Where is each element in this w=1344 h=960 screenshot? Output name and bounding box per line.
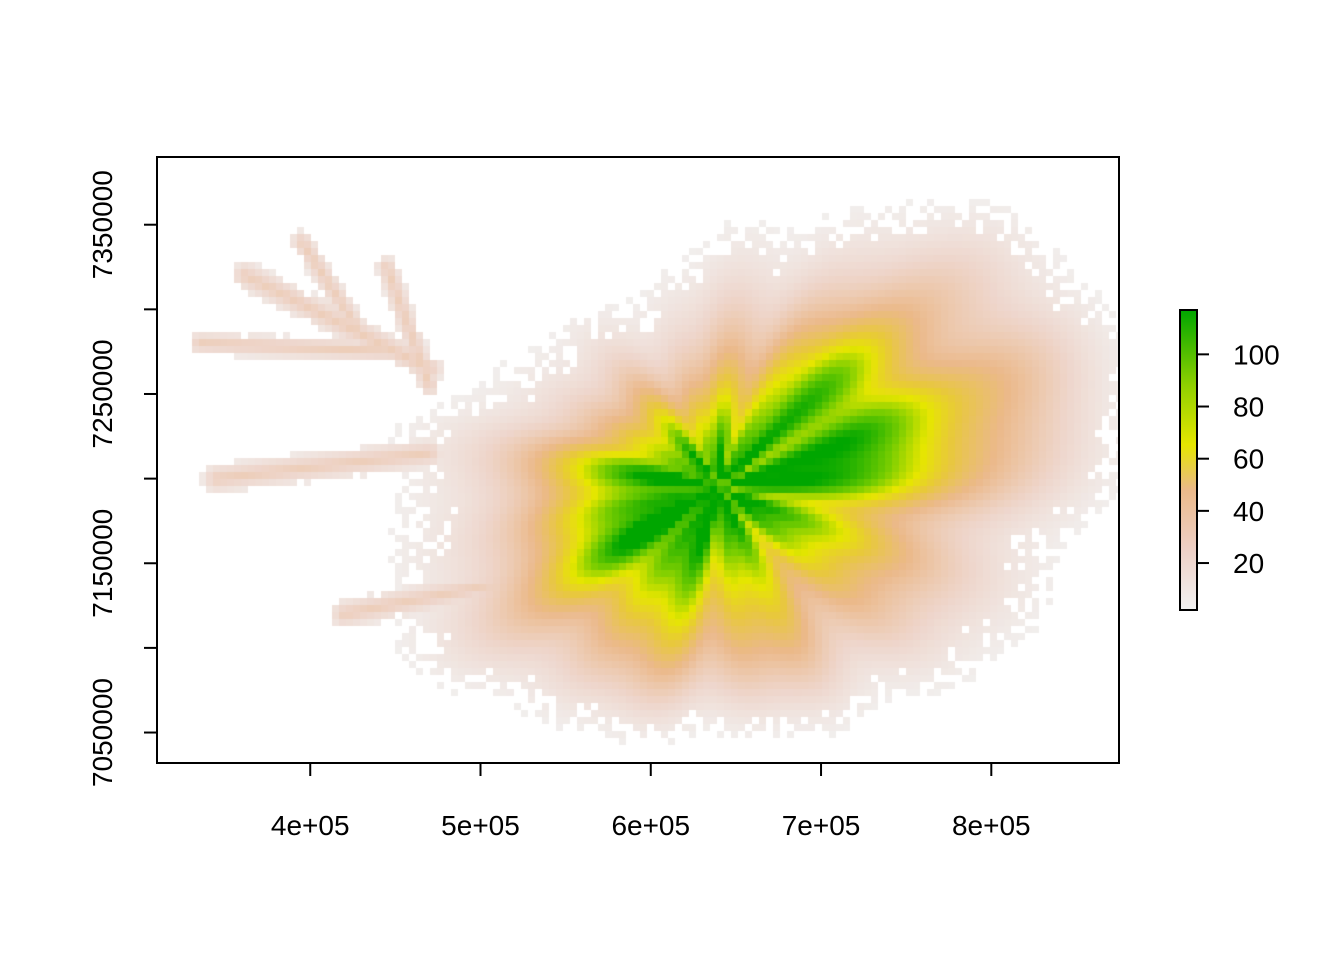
colorbar-ramp [1179,309,1198,611]
y-tick-label: 7150000 [87,509,118,618]
y-tick-label: 7050000 [87,678,118,787]
y-tick-label: 7350000 [87,170,118,279]
y-tick-label: 7250000 [87,339,118,448]
x-axis: 4e+05 5e+05 6e+05 7e+05 8e+05 [271,762,1031,841]
colorbar-tick-label: 60 [1233,444,1264,475]
colorbar-tick-label: 80 [1233,392,1264,423]
x-tick-label: 4e+05 [271,810,350,841]
colorbar-tick-label: 20 [1233,548,1264,579]
x-tick-label: 8e+05 [952,810,1031,841]
x-tick-label: 5e+05 [441,810,520,841]
colorbar-legend: 20 40 60 80 100 [1179,309,1280,611]
raster-layer [157,157,1119,763]
colorbar-tick-label: 100 [1233,339,1280,370]
x-tick-label: 7e+05 [782,810,861,841]
y-axis: 7050000 7150000 7250000 7350000 [87,170,158,787]
colorbar-tick-label: 40 [1233,496,1264,527]
x-tick-label: 6e+05 [611,810,690,841]
raster-cells [157,157,1119,763]
